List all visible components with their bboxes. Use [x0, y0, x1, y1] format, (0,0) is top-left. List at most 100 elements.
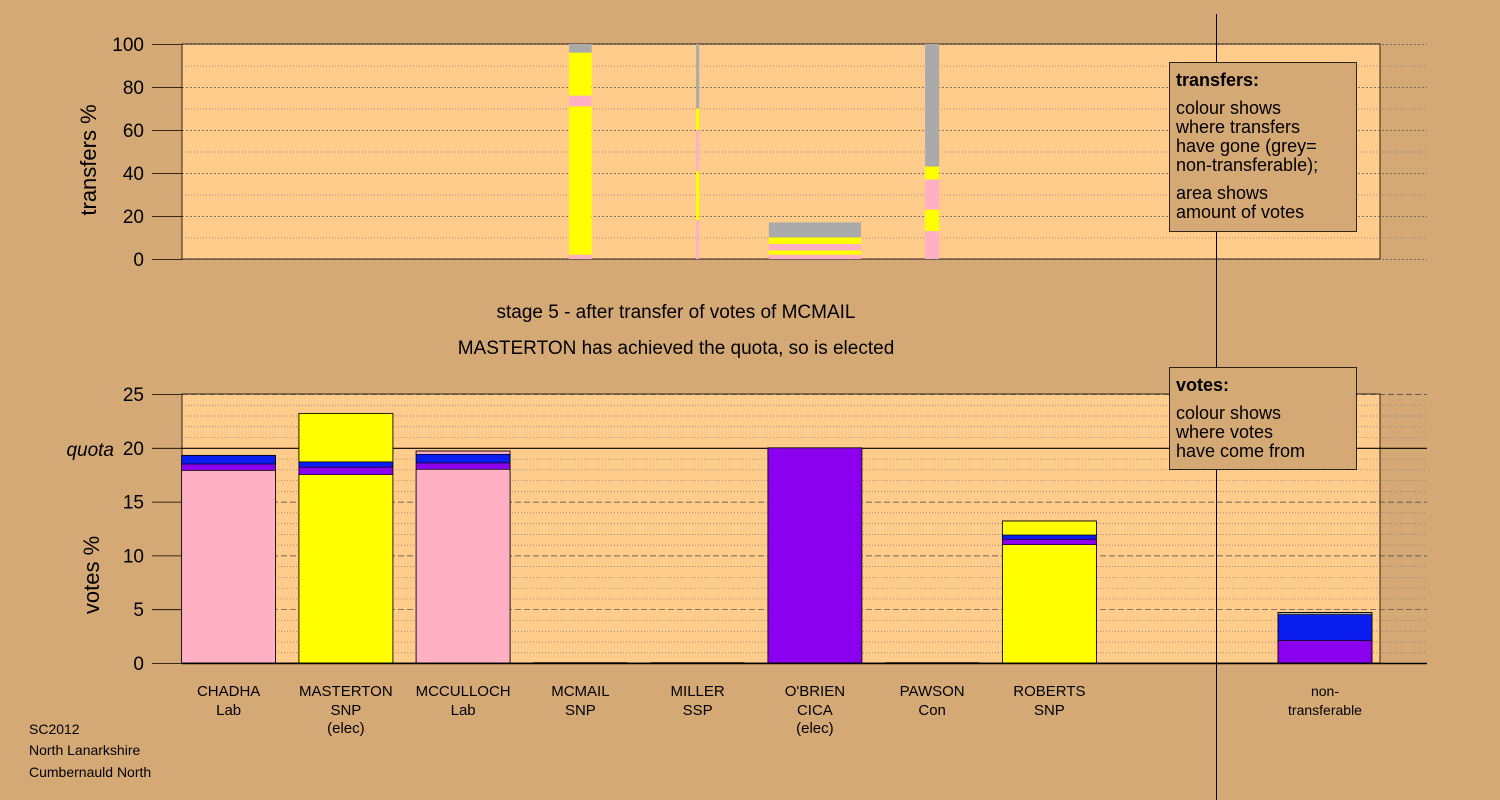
transfer-segment: [696, 170, 700, 221]
transfer-segment: [569, 106, 592, 255]
votes-legend-line: have come from: [1176, 441, 1305, 461]
y-tick-label: 40: [123, 164, 144, 185]
candidate-bar-outline: [415, 450, 511, 664]
y-tick-label: 25: [123, 385, 144, 406]
y-tick-label: 20: [123, 439, 144, 460]
candidate-name: CHADHA: [197, 683, 260, 700]
footer-council: North Lanarkshire: [29, 742, 140, 758]
y-tick-label: 20: [123, 207, 144, 228]
transfer-columns: [569, 44, 940, 259]
candidate-bar-outline: [298, 412, 394, 664]
stage-title: stage 5 - after transfer of votes of MCM…: [496, 302, 855, 323]
y-tick-label: 5: [133, 600, 144, 621]
transfers-legend-box: [1169, 62, 1357, 232]
transfers-legend: transfers: colour shows where transfers …: [1169, 62, 1357, 232]
stage-subtitle: MASTERTON has achieved the quota, so is …: [458, 338, 895, 359]
transfer-segment: [696, 220, 700, 259]
y-tick-label: 10: [123, 546, 144, 567]
candidate-name: MCMAIL: [551, 683, 609, 700]
transfers-legend-line: colour shows: [1176, 98, 1281, 118]
transfers-legend-title: transfers:: [1176, 70, 1259, 90]
transfer-segment: [569, 52, 592, 96]
transfer-segment: [925, 166, 940, 180]
transfers-legend-line: have gone (grey=: [1176, 136, 1317, 156]
candidate-name: MASTERTON: [299, 683, 393, 700]
votes-legend: votes: colour shows where votes have com…: [1169, 367, 1357, 470]
candidate-bar-outline: [767, 447, 863, 664]
candidate-bar-segment: [181, 470, 276, 664]
transfer-segment: [768, 243, 861, 251]
y-tick-label: 0: [133, 250, 144, 271]
candidate-bar-segment: [181, 463, 276, 471]
transfer-segment: [925, 231, 940, 259]
candidate-bar-segment: [415, 469, 511, 664]
candidate-bar-segment: [415, 453, 511, 464]
candidate-bar-segment: [181, 455, 276, 465]
footer-ward: Cumbernauld North: [29, 764, 151, 780]
votes-legend-box: [1169, 367, 1357, 470]
transfers-legend-line: amount of votes: [1176, 202, 1304, 222]
transfer-segment: [569, 44, 592, 53]
y-tick-label: 60: [123, 121, 144, 142]
candidate-party: SSP: [683, 702, 713, 719]
candidate-bar-segment: [298, 466, 394, 475]
transfer-segment: [569, 95, 592, 107]
candidate-bar-segment: [767, 447, 863, 664]
transfer-segment: [768, 250, 861, 255]
nontransferable-label: transferable: [1288, 702, 1362, 718]
y-tick-label: 15: [123, 493, 144, 514]
candidate-bar-segment: [1002, 538, 1097, 545]
candidate-party: SNP: [330, 702, 361, 719]
transfer-segment: [925, 44, 940, 167]
transfer-segment: [768, 222, 861, 238]
transfer-segment: [696, 130, 700, 171]
candidate-bar-outline: [1001, 520, 1097, 664]
candidate-bar-segment: [298, 461, 394, 468]
vote-bars: [181, 412, 1373, 664]
candidate-bar-segment: [298, 474, 394, 664]
transfer-segment: [768, 254, 861, 259]
y-tick-label: 100: [112, 35, 144, 56]
nontransferable-bar-segment: [1277, 640, 1373, 664]
candidate-bar-segment: [415, 450, 511, 455]
transfer-segment: [925, 209, 940, 232]
candidate-name: PAWSON: [900, 683, 965, 700]
candidate-bar-segment: [1002, 534, 1097, 540]
candidate-party: CICA: [797, 702, 833, 719]
candidate-party: Lab: [216, 702, 241, 719]
nontransferable-label: non-: [1311, 683, 1339, 699]
candidate-status: (elec): [796, 720, 834, 737]
transfers-y-axis-label: transfers %: [76, 104, 101, 215]
transfers-legend-line: area shows: [1176, 183, 1268, 203]
votes-legend-title: votes:: [1176, 375, 1229, 395]
transfers-y-ticks: 0 20 40 60 80 100: [112, 35, 182, 271]
y-tick-label: 80: [123, 78, 144, 99]
nontransferable-bar-segment: [1277, 614, 1373, 641]
votes-y-axis-label: votes %: [79, 536, 104, 614]
transfer-segment: [925, 179, 940, 210]
votes-legend-line: colour shows: [1176, 403, 1281, 423]
transfers-legend-line: non-transferable);: [1176, 155, 1318, 175]
candidate-name: ROBERTS: [1013, 683, 1085, 700]
transfer-segment: [696, 108, 700, 130]
quota-label: quota: [66, 440, 114, 461]
candidate-labels: CHADHALabMASTERTONSNP(elec)MCCULLOCHLabM…: [197, 683, 1362, 737]
transfer-segment: [696, 44, 700, 109]
nontransferable-bar-outline: [1277, 612, 1373, 664]
candidate-party: SNP: [1034, 702, 1065, 719]
candidate-bar-segment: [1002, 544, 1097, 664]
candidate-status: (elec): [327, 720, 365, 737]
candidate-bar-segment: [298, 413, 394, 463]
candidate-party: Lab: [451, 702, 476, 719]
y-tick-label: 0: [133, 654, 144, 675]
votes-y-ticks: 0 5 10 15 20 25: [123, 385, 182, 675]
candidate-bar-segment: [415, 462, 511, 470]
candidate-party: SNP: [565, 702, 596, 719]
transfer-segment: [569, 254, 592, 259]
candidate-name: MILLER: [671, 683, 725, 700]
votes-legend-line: where votes: [1175, 422, 1273, 442]
transfer-segment: [768, 237, 861, 244]
transfers-legend-line: where transfers: [1175, 117, 1300, 137]
candidate-bar-segment: [1002, 520, 1097, 536]
